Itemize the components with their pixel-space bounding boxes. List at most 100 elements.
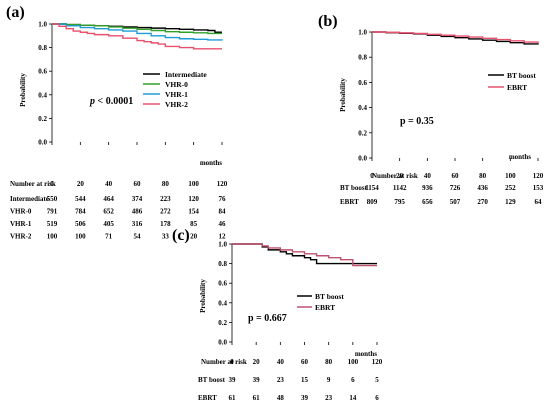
panel-b-risk-cell: 809 bbox=[367, 198, 378, 206]
panel-b: (b) Probability 0.0 0.2 0.4 0.6 0.8 1.0 month… bbox=[318, 13, 544, 206]
panel-c-risk-header-cell: 100 bbox=[348, 358, 359, 366]
panel-a-risk-cell: 20 bbox=[190, 233, 198, 241]
panel-c-risk-title: Number at risk bbox=[201, 358, 247, 366]
panel-b-y-ticks: 0.0 0.2 0.4 0.6 0.8 1.0 bbox=[358, 29, 373, 163]
panel-b-risk-cell: 1142 bbox=[393, 184, 407, 192]
panel-c-risk-cell: 61 bbox=[253, 394, 261, 402]
panel-c-curve-ebrt bbox=[232, 243, 377, 267]
panel-a-risk-row-label: VHR-0 bbox=[10, 208, 32, 216]
panel-a-risk-cell: 46 bbox=[219, 220, 227, 228]
panel-c-risk-cell: 61 bbox=[229, 394, 237, 402]
panel-c-risk-cell: 39 bbox=[301, 394, 309, 402]
panel-c-risk-row-label: EBRT bbox=[198, 394, 217, 402]
panel-a-risk-cell: 223 bbox=[160, 195, 171, 203]
panel-a-risk-cell: 550 bbox=[47, 195, 58, 203]
panel-b-y-tick-label: 0.2 bbox=[358, 129, 367, 137]
panel-b-legend: BT boost EBRT bbox=[488, 71, 536, 92]
panel-b-risk-cell: 64 bbox=[535, 198, 543, 206]
panel-a-risk-cell: 784 bbox=[75, 208, 86, 216]
panel-b-risk-header-cell: 60 bbox=[452, 172, 460, 180]
panel-a-risk-cell: 100 bbox=[47, 233, 58, 241]
panel-a-x-ticks bbox=[51, 142, 223, 145]
legend-label-bt-boost-b: BT boost bbox=[507, 71, 536, 80]
panel-b-risk-header-cell: 40 bbox=[424, 172, 432, 180]
panel-c: (c) Probability 0.0 0.2 0.4 0.6 0.8 1.0 month… bbox=[172, 227, 383, 402]
panel-b-risk-header-cell: 120 bbox=[533, 172, 544, 180]
panel-b-risk-cell: 507 bbox=[450, 198, 461, 206]
panel-a-label: (a) bbox=[6, 4, 25, 21]
panel-a-curve-vhr-2 bbox=[52, 23, 222, 50]
panel-a-risk-header-cell: 0 bbox=[50, 180, 54, 188]
panel-c-xlabel: months bbox=[355, 350, 377, 358]
panel-b-curve-ebrt bbox=[372, 31, 539, 44]
panel-a-risk-cell: 506 bbox=[75, 220, 86, 228]
panel-a-pvalue-p: p bbox=[89, 96, 95, 107]
panel-c-risk-cell: 23 bbox=[325, 394, 333, 402]
panel-b-risk-cell: 726 bbox=[450, 184, 461, 192]
panel-a-risk-header-cell: 40 bbox=[105, 180, 113, 188]
panel-b-curve-bt-boost bbox=[372, 31, 539, 45]
panel-a-risk-cell: 486 bbox=[132, 208, 143, 216]
panel-b-xlabel: months bbox=[509, 153, 531, 161]
panel-a-risk-cell: 519 bbox=[47, 220, 58, 228]
panel-c-risk-header-cell: 0 bbox=[230, 358, 234, 366]
panel-b-x-ticks bbox=[371, 158, 539, 161]
panel-a-y-tick-label: 1.0 bbox=[38, 21, 47, 29]
panel-a-risk-header-cell: 80 bbox=[162, 180, 170, 188]
panel-b-label: (b) bbox=[318, 13, 338, 30]
legend-label-intermediate: Intermediate bbox=[165, 70, 207, 79]
panel-c-risk-header-cell: 120 bbox=[372, 358, 383, 366]
panel-a-risk-header-cell: 20 bbox=[77, 180, 85, 188]
panel-b-risk-row-label: EBRT bbox=[340, 198, 359, 206]
panel-a-risk-cell: 405 bbox=[103, 220, 114, 228]
panel-b-risk-cell: 1154 bbox=[365, 184, 379, 192]
panel-a-risk-cell: 100 bbox=[75, 233, 86, 241]
panel-a-risk-title: Number at risk bbox=[10, 180, 56, 188]
panel-b-y-tick-label: 1.0 bbox=[358, 29, 367, 37]
panel-c-y-tick-label: 0.4 bbox=[218, 299, 227, 307]
panel-a: (a) Probability 0.0 0.2 0.4 0.6 0.8 1.0 month… bbox=[6, 4, 228, 241]
panel-a-curves bbox=[52, 23, 223, 50]
panel-c-pvalue: p = 0.667 bbox=[248, 313, 287, 324]
panel-b-risk-cell: 153 bbox=[533, 184, 544, 192]
panel-b-y-tick-label: 0.4 bbox=[358, 104, 367, 112]
panel-a-risk-cell: 464 bbox=[103, 195, 114, 203]
panel-c-curves bbox=[232, 243, 377, 267]
legend-label-ebrt-c: EBRT bbox=[315, 303, 335, 312]
panel-a-curve-vhr-1 bbox=[52, 23, 223, 41]
panel-c-risk-header-cell: 40 bbox=[277, 358, 285, 366]
panel-a-legend: Intermediate VHR-0 VHR-1 VHR-2 bbox=[143, 70, 207, 109]
panel-b-risk-cell: 270 bbox=[477, 198, 488, 206]
panel-a-y-tick-label: 0.8 bbox=[38, 44, 47, 52]
panel-a-risk-cell: 272 bbox=[160, 208, 171, 216]
panel-a-y-tick-label: 0.2 bbox=[38, 115, 47, 123]
panel-c-ylabel: Probability bbox=[199, 279, 207, 313]
panel-c-y-ticks: 0.0 0.2 0.4 0.6 0.8 1.0 bbox=[218, 241, 233, 347]
panel-b-risk-header-cell: 0 bbox=[370, 172, 374, 180]
panel-a-risk-header-cell: 100 bbox=[188, 180, 199, 188]
panel-a-ylabel: Probability bbox=[19, 73, 27, 107]
panel-b-y-tick-label: 0.6 bbox=[358, 79, 367, 87]
panel-a-risk-cell: 12 bbox=[219, 233, 227, 241]
panel-a-risk-cell: 791 bbox=[47, 208, 58, 216]
panel-c-y-tick-label: 1.0 bbox=[218, 241, 227, 249]
legend-label-vhr-2: VHR-2 bbox=[165, 100, 188, 109]
panel-a-y-ticks: 0.0 0.2 0.4 0.6 0.8 1.0 bbox=[38, 21, 53, 147]
panel-b-risk-cell: 656 bbox=[422, 198, 433, 206]
panel-b-risk-header-cell: 100 bbox=[505, 172, 516, 180]
panel-b-risk-cell: 936 bbox=[422, 184, 433, 192]
panel-a-risk-row-label: Intermediate bbox=[10, 195, 49, 203]
panel-c-risk-header-cell: 80 bbox=[325, 358, 333, 366]
panel-a-risk-cell: 316 bbox=[132, 220, 143, 228]
panel-c-risk-header-cell: 60 bbox=[301, 358, 309, 366]
panel-c-risk-cell: 15 bbox=[301, 376, 309, 384]
panel-a-risk-cell: 120 bbox=[188, 195, 199, 203]
panel-c-legend: BT boost EBRT bbox=[297, 292, 344, 312]
panel-b-ylabel: Probability bbox=[339, 78, 347, 112]
panel-b-y-tick-label: 0.0 bbox=[358, 155, 367, 163]
panel-c-risk-cell: 39 bbox=[253, 376, 261, 384]
panel-b-risk-cell: 129 bbox=[505, 198, 516, 206]
legend-label-vhr-0: VHR-0 bbox=[165, 80, 188, 89]
panel-a-risk-row-label: VHR-1 bbox=[10, 220, 32, 228]
